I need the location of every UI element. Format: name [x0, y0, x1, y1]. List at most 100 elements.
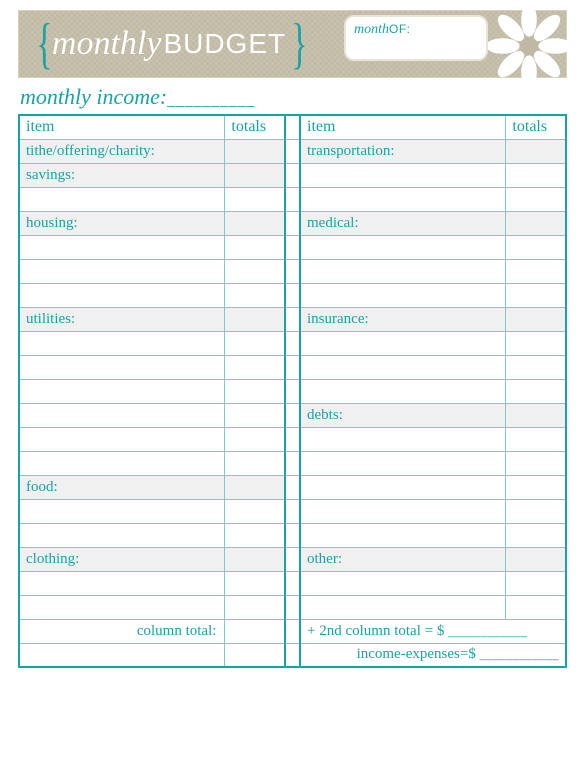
gap-cell [285, 355, 300, 379]
item-cell-left[interactable] [19, 451, 225, 475]
totals-cell-left[interactable] [225, 331, 285, 355]
header-row: item totals item totals [19, 115, 566, 139]
totals-cell-left[interactable] [225, 379, 285, 403]
header-item-right: item [300, 115, 506, 139]
table-row [19, 595, 566, 619]
item-cell-right[interactable] [300, 379, 506, 403]
title-script: monthly [52, 25, 162, 63]
item-cell-right[interactable] [300, 571, 506, 595]
plus-second-dashes[interactable]: ____________ [448, 626, 527, 638]
totals-cell-right[interactable] [506, 403, 566, 427]
totals-cell-left[interactable] [225, 523, 285, 547]
title-banner: { monthly BUDGET } monthOF: [18, 10, 567, 78]
totals-cell-left[interactable] [225, 571, 285, 595]
income-expenses-dashes[interactable]: ____________ [480, 649, 559, 661]
month-of-box[interactable]: monthOF: [344, 15, 488, 61]
item-cell-right[interactable] [300, 451, 506, 475]
totals-cell-left[interactable] [225, 211, 285, 235]
totals-cell-left[interactable] [225, 595, 285, 619]
totals-cell-right[interactable] [506, 259, 566, 283]
totals-cell-left[interactable] [225, 307, 285, 331]
totals-cell-left[interactable] [225, 355, 285, 379]
table-row [19, 235, 566, 259]
totals-cell-left[interactable] [225, 547, 285, 571]
item-cell-left[interactable] [19, 379, 225, 403]
totals-cell-left[interactable] [225, 427, 285, 451]
item-cell-left[interactable] [19, 259, 225, 283]
totals-cell-left[interactable] [225, 451, 285, 475]
totals-cell-left[interactable] [225, 163, 285, 187]
totals-cell-right[interactable] [506, 571, 566, 595]
item-cell-left[interactable] [19, 571, 225, 595]
item-cell-right[interactable] [300, 355, 506, 379]
totals-cell-left[interactable] [225, 259, 285, 283]
income-expenses: income-expenses=$ ____________ [300, 643, 566, 667]
totals-cell-right[interactable] [506, 523, 566, 547]
totals-cell-left[interactable] [225, 403, 285, 427]
totals-cell-left[interactable] [225, 139, 285, 163]
item-cell-left[interactable] [19, 595, 225, 619]
gap-cell [285, 331, 300, 355]
item-cell-right[interactable] [300, 523, 506, 547]
totals-cell-right[interactable] [506, 427, 566, 451]
gap-cell [285, 235, 300, 259]
gap-cell [285, 139, 300, 163]
gap-cell [285, 547, 300, 571]
totals-cell-left[interactable] [225, 235, 285, 259]
income-label: monthly income: [20, 84, 167, 109]
totals-cell-left[interactable] [225, 499, 285, 523]
item-cell-right[interactable] [300, 187, 506, 211]
totals-cell-right[interactable] [506, 547, 566, 571]
item-cell-right[interactable] [300, 331, 506, 355]
item-cell-left[interactable] [19, 187, 225, 211]
item-cell-left[interactable] [19, 499, 225, 523]
item-cell-left[interactable] [19, 331, 225, 355]
category-cell-right: medical: [300, 211, 506, 235]
category-cell-left: utilities: [19, 307, 225, 331]
item-cell-left[interactable] [19, 355, 225, 379]
table-row [19, 451, 566, 475]
income-underline[interactable]: __________ [167, 91, 255, 107]
totals-cell-right[interactable] [506, 379, 566, 403]
item-cell-right[interactable] [300, 595, 506, 619]
totals-cell-left[interactable] [225, 475, 285, 499]
totals-cell-right[interactable] [506, 139, 566, 163]
totals-cell-left[interactable] [225, 187, 285, 211]
income-line: monthly income:__________ [20, 84, 567, 110]
totals-cell-right[interactable] [506, 283, 566, 307]
item-cell-left[interactable] [19, 427, 225, 451]
item-cell-right[interactable] [300, 283, 506, 307]
totals-cell-right[interactable] [506, 235, 566, 259]
totals-cell-left[interactable] [225, 283, 285, 307]
totals-cell-right[interactable] [506, 307, 566, 331]
gap-cell [285, 451, 300, 475]
totals-cell-right[interactable] [506, 595, 566, 619]
item-cell-left[interactable] [19, 283, 225, 307]
table-row [19, 379, 566, 403]
item-cell-right[interactable] [300, 163, 506, 187]
item-cell-right[interactable] [300, 499, 506, 523]
table-row: food: [19, 475, 566, 499]
totals-cell-right[interactable] [506, 211, 566, 235]
totals-cell-right[interactable] [506, 475, 566, 499]
column-total-left-value[interactable] [225, 619, 285, 643]
header-item-left: item [19, 115, 225, 139]
footer-row-1: column total: + 2nd column total = $ ___… [19, 619, 566, 643]
totals-cell-right[interactable] [506, 355, 566, 379]
totals-cell-right[interactable] [506, 451, 566, 475]
totals-cell-right[interactable] [506, 499, 566, 523]
item-cell-left[interactable] [19, 523, 225, 547]
item-cell-right[interactable] [300, 235, 506, 259]
totals-cell-right[interactable] [506, 331, 566, 355]
table-row [19, 427, 566, 451]
category-cell-right: transportation: [300, 139, 506, 163]
item-cell-left[interactable] [19, 403, 225, 427]
item-cell-left[interactable] [19, 235, 225, 259]
item-cell-right[interactable] [300, 259, 506, 283]
item-cell-right[interactable] [300, 427, 506, 451]
gap-cell [285, 499, 300, 523]
totals-cell-right[interactable] [506, 187, 566, 211]
totals-cell-right[interactable] [506, 163, 566, 187]
item-cell-right[interactable] [300, 475, 506, 499]
category-cell-left: food: [19, 475, 225, 499]
